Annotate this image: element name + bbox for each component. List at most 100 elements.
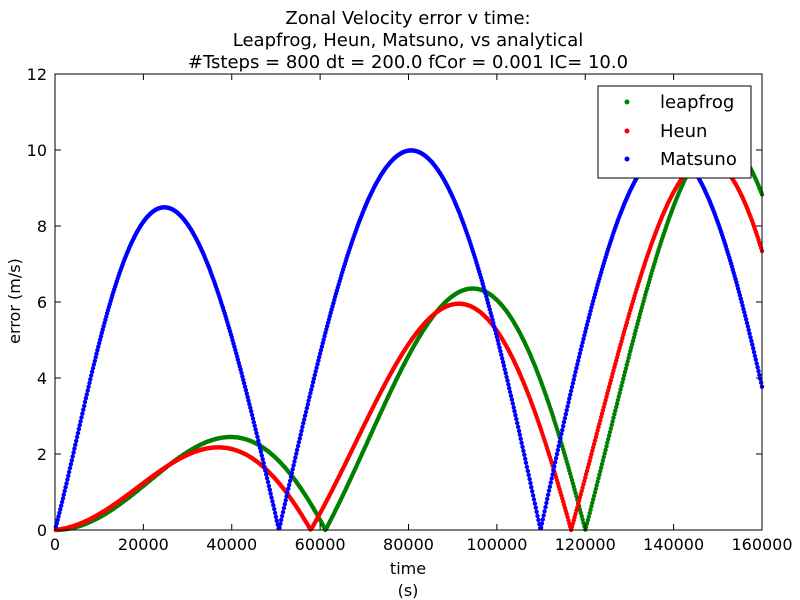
- point-matsuno: [92, 358, 98, 364]
- point-matsuno: [496, 341, 501, 347]
- point-matsuno: [89, 373, 94, 378]
- point-matsuno: [82, 403, 87, 409]
- point-matsuno: [546, 488, 552, 493]
- point-matsuno: [564, 408, 569, 413]
- point-leapfrog: [594, 483, 599, 488]
- point-heun: [600, 408, 606, 413]
- point-matsuno: [316, 358, 321, 363]
- point-matsuno: [737, 293, 743, 298]
- point-leapfrog: [614, 401, 620, 406]
- point-leapfrog: [628, 348, 633, 354]
- legend: leapfrog Heun Matsuno: [597, 85, 752, 179]
- point-heun: [589, 451, 594, 457]
- point-leapfrog: [626, 355, 631, 361]
- legend-label-matsuno: Matsuno: [660, 149, 737, 170]
- y-tick-label: 0: [37, 521, 47, 540]
- point-matsuno: [326, 317, 332, 322]
- point-heun: [579, 488, 584, 494]
- point-matsuno: [75, 430, 81, 436]
- point-leapfrog: [612, 412, 617, 417]
- point-heun: [580, 485, 585, 490]
- point-matsuno: [561, 423, 566, 429]
- point-leapfrog: [610, 419, 615, 424]
- point-matsuno: [588, 308, 593, 314]
- point-leapfrog: [607, 429, 613, 435]
- point-heun: [577, 495, 583, 500]
- point-leapfrog: [604, 444, 609, 449]
- point-matsuno: [251, 420, 256, 425]
- point-matsuno: [100, 327, 105, 332]
- point-leapfrog: [589, 504, 594, 509]
- point-matsuno: [527, 476, 532, 482]
- point-matsuno: [306, 398, 311, 403]
- point-matsuno: [568, 388, 574, 394]
- point-matsuno: [303, 409, 309, 415]
- point-matsuno: [327, 313, 332, 319]
- point-matsuno: [317, 354, 322, 360]
- point-matsuno: [518, 436, 523, 441]
- point-matsuno: [516, 428, 522, 434]
- point-heun: [599, 414, 604, 420]
- point-matsuno: [284, 494, 289, 499]
- point-matsuno: [83, 396, 89, 401]
- point-leapfrog: [624, 362, 629, 368]
- point-matsuno: [579, 343, 584, 349]
- point-matsuno: [543, 504, 548, 510]
- point-matsuno: [560, 427, 565, 433]
- point-leapfrog: [592, 490, 598, 495]
- point-matsuno: [545, 496, 550, 502]
- point-matsuno: [302, 417, 307, 422]
- y-tick-label: 4: [37, 369, 47, 388]
- point-leapfrog: [586, 514, 591, 519]
- point-matsuno: [500, 356, 505, 361]
- point-matsuno: [535, 513, 540, 519]
- point-matsuno: [741, 306, 746, 312]
- point-matsuno: [513, 412, 518, 418]
- point-matsuno: [735, 286, 741, 291]
- point-leapfrog: [617, 390, 622, 396]
- point-matsuno: [72, 446, 77, 451]
- point-matsuno: [278, 521, 283, 526]
- point-matsuno: [61, 492, 66, 497]
- x-axis-label-line-1: time: [390, 559, 426, 578]
- point-matsuno: [532, 501, 538, 506]
- point-matsuno: [257, 445, 263, 451]
- point-matsuno: [74, 434, 80, 440]
- series-heun: [53, 157, 765, 533]
- point-matsuno: [756, 368, 761, 374]
- point-matsuno: [738, 296, 743, 301]
- point-leapfrog: [588, 507, 593, 512]
- chart-title-line-3: #Tsteps = 800 dt = 200.0 fCor = 0.001 IC…: [188, 52, 628, 73]
- point-matsuno: [252, 423, 257, 428]
- point-heun: [588, 455, 593, 460]
- point-matsuno: [511, 405, 516, 410]
- point-matsuno: [554, 451, 560, 457]
- point-leapfrog: [609, 422, 614, 428]
- point-leapfrog: [632, 331, 637, 337]
- point-matsuno: [587, 312, 592, 317]
- point-matsuno: [302, 413, 308, 418]
- point-matsuno: [305, 402, 310, 407]
- point-leapfrog: [633, 328, 638, 333]
- point-matsuno: [323, 330, 328, 335]
- point-matsuno: [77, 423, 82, 428]
- point-matsuno: [490, 317, 495, 322]
- x-tick-label: 20000: [118, 535, 169, 554]
- point-heun: [596, 424, 601, 430]
- y-axis-label: error (m/s): [5, 258, 24, 344]
- point-matsuno: [744, 320, 750, 326]
- point-matsuno: [234, 354, 240, 359]
- point-matsuno: [264, 476, 270, 481]
- point-matsuno: [497, 345, 502, 350]
- x-tick-label: 60000: [295, 535, 346, 554]
- point-matsuno: [97, 337, 103, 342]
- point-matsuno: [502, 367, 507, 372]
- point-matsuno: [573, 369, 578, 375]
- point-matsuno: [294, 451, 299, 456]
- point-matsuno: [238, 367, 243, 372]
- point-matsuno: [499, 352, 504, 357]
- point-matsuno: [65, 477, 70, 482]
- point-matsuno: [264, 472, 269, 477]
- point-matsuno: [581, 336, 586, 342]
- point-matsuno: [255, 434, 260, 439]
